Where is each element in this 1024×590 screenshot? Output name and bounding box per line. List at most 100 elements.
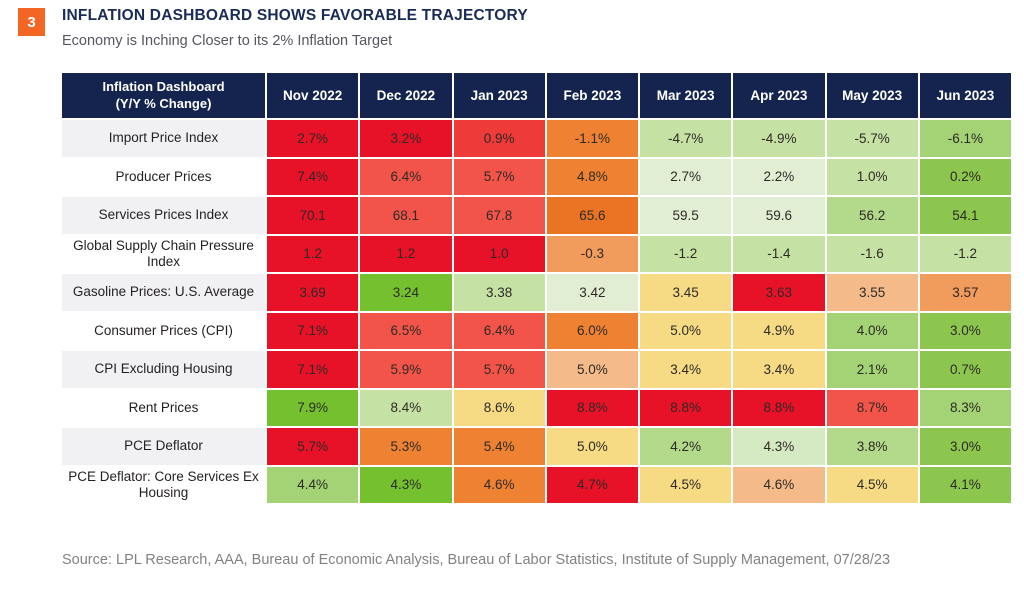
heatmap-cell: 4.3% bbox=[731, 428, 825, 465]
heatmap-cell: 7.1% bbox=[265, 312, 359, 349]
heatmap-cell: 3.57 bbox=[917, 274, 1011, 311]
heatmap-cell: 7.4% bbox=[265, 158, 359, 195]
table-header-row: Inflation Dashboard (Y/Y % Change) Nov 20… bbox=[62, 73, 1011, 118]
heatmap-cell: -5.7% bbox=[824, 120, 918, 157]
row-label: PCE Deflator bbox=[62, 428, 265, 465]
heatmap-cell: 8.8% bbox=[544, 389, 638, 426]
heatmap-cell: -1.1% bbox=[544, 120, 638, 157]
row-label: Global Supply Chain Pressure Index bbox=[62, 235, 265, 272]
table-corner-label: Inflation Dashboard (Y/Y % Change) bbox=[62, 73, 265, 118]
heatmap-cell: 1.0% bbox=[824, 158, 918, 195]
heatmap-cell: 4.5% bbox=[824, 466, 918, 503]
heatmap-cell: 70.1 bbox=[265, 197, 359, 234]
row-label: Services Prices Index bbox=[62, 197, 265, 234]
heatmap-cell: 3.55 bbox=[824, 274, 918, 311]
heatmap-cell: 59.5 bbox=[638, 197, 732, 234]
column-header-jan-2023: Jan 2023 bbox=[451, 73, 545, 118]
heatmap-cell: 5.4% bbox=[451, 428, 545, 465]
heatmap-cell: 0.9% bbox=[451, 120, 545, 157]
heatmap-cell: 0.2% bbox=[917, 158, 1011, 195]
heatmap-cell: 4.2% bbox=[638, 428, 732, 465]
heatmap-cell: 7.9% bbox=[265, 389, 359, 426]
heatmap-cell: 4.6% bbox=[451, 466, 545, 503]
row-label: Import Price Index bbox=[62, 120, 265, 157]
heatmap-cell: 5.0% bbox=[638, 312, 732, 349]
heatmap-cell: 2.1% bbox=[824, 351, 918, 388]
heatmap-cell: 5.7% bbox=[265, 428, 359, 465]
heatmap-cell: 6.0% bbox=[544, 312, 638, 349]
row-label: Producer Prices bbox=[62, 158, 265, 195]
heatmap-cell: 6.4% bbox=[451, 312, 545, 349]
table-row: Gasoline Prices: U.S. Average 3.69 3.24 3.3… bbox=[62, 272, 1011, 311]
heatmap-cell: 8.4% bbox=[358, 389, 452, 426]
column-header-nov-2022: Nov 2022 bbox=[265, 73, 359, 118]
row-label: Rent Prices bbox=[62, 389, 265, 426]
heatmap-cell: 4.4% bbox=[265, 466, 359, 503]
heatmap-cell: 6.4% bbox=[358, 158, 452, 195]
table-row: Import Price Index 2.7% 3.2% 0.9% -1.1% -4.7%… bbox=[62, 118, 1011, 157]
heatmap-cell: 7.1% bbox=[265, 351, 359, 388]
heatmap-cell: 6.5% bbox=[358, 312, 452, 349]
heatmap-cell: 0.7% bbox=[917, 351, 1011, 388]
heatmap-cell: -0.3 bbox=[544, 235, 638, 272]
heatmap-cell: 65.6 bbox=[544, 197, 638, 234]
heatmap-cell: 3.2% bbox=[358, 120, 452, 157]
column-header-feb-2023: Feb 2023 bbox=[544, 73, 638, 118]
heatmap-cell: 4.3% bbox=[358, 466, 452, 503]
heatmap-cell: 3.24 bbox=[358, 274, 452, 311]
heatmap-cell: 5.7% bbox=[451, 351, 545, 388]
source-note: Source: LPL Research, AAA, Bureau of Eco… bbox=[62, 552, 891, 568]
row-label: Consumer Prices (CPI) bbox=[62, 312, 265, 349]
heatmap-cell: 3.45 bbox=[638, 274, 732, 311]
heatmap-cell: -4.9% bbox=[731, 120, 825, 157]
heatmap-cell: 4.8% bbox=[544, 158, 638, 195]
heatmap-cell: 4.7% bbox=[544, 466, 638, 503]
heatmap-cell: 8.3% bbox=[917, 389, 1011, 426]
table-row: Services Prices Index 70.1 68.1 67.8 65.6 59.… bbox=[62, 195, 1011, 234]
heatmap-cell: 2.7% bbox=[638, 158, 732, 195]
heatmap-cell: 3.4% bbox=[638, 351, 732, 388]
heatmap-cell: 8.6% bbox=[451, 389, 545, 426]
heatmap-cell: 3.0% bbox=[917, 428, 1011, 465]
heatmap-cell: 1.2 bbox=[358, 235, 452, 272]
heatmap-cell: -1.4 bbox=[731, 235, 825, 272]
heatmap-cell: -1.6 bbox=[824, 235, 918, 272]
heatmap-cell: 3.69 bbox=[265, 274, 359, 311]
heatmap-cell: 54.1 bbox=[917, 197, 1011, 234]
table-row: Consumer Prices (CPI) 7.1% 6.5% 6.4% 6.0% 5.0… bbox=[62, 310, 1011, 349]
row-label: CPI Excluding Housing bbox=[62, 351, 265, 388]
heatmap-cell: 56.2 bbox=[824, 197, 918, 234]
heatmap-cell: 2.2% bbox=[731, 158, 825, 195]
heatmap-cell: 4.6% bbox=[731, 466, 825, 503]
table-row: Rent Prices 7.9% 8.4% 8.6% 8.8% 8.8% 8.8% 8.7% 8… bbox=[62, 387, 1011, 426]
heatmap-cell: 4.0% bbox=[824, 312, 918, 349]
heatmap-cell: 5.7% bbox=[451, 158, 545, 195]
heatmap-cell: 5.0% bbox=[544, 428, 638, 465]
heatmap-cell: 1.0 bbox=[451, 235, 545, 272]
table-row: CPI Excluding Housing 7.1% 5.9% 5.7% 5.0% 3.4… bbox=[62, 349, 1011, 388]
heatmap-cell: 5.0% bbox=[544, 351, 638, 388]
heatmap-cell: 1.2 bbox=[265, 235, 359, 272]
heatmap-cell: 5.3% bbox=[358, 428, 452, 465]
column-header-mar-2023: Mar 2023 bbox=[638, 73, 732, 118]
inflation-dashboard-table: Inflation Dashboard (Y/Y % Change) Nov 20… bbox=[62, 73, 1011, 503]
heatmap-cell: 4.1% bbox=[917, 466, 1011, 503]
column-header-dec-2022: Dec 2022 bbox=[358, 73, 452, 118]
heatmap-cell: 3.63 bbox=[731, 274, 825, 311]
heatmap-cell: 8.7% bbox=[824, 389, 918, 426]
row-label: Gasoline Prices: U.S. Average bbox=[62, 274, 265, 311]
heatmap-cell: 5.9% bbox=[358, 351, 452, 388]
heatmap-cell: 3.42 bbox=[544, 274, 638, 311]
heatmap-cell: 4.5% bbox=[638, 466, 732, 503]
column-header-apr-2023: Apr 2023 bbox=[731, 73, 825, 118]
slide-number-badge: 3 bbox=[18, 8, 45, 36]
table-row: Producer Prices 7.4% 6.4% 5.7% 4.8% 2.7% 2.2% 1… bbox=[62, 156, 1011, 195]
heatmap-cell: 67.8 bbox=[451, 197, 545, 234]
row-label: PCE Deflator: Core Services Ex Housing bbox=[62, 466, 265, 503]
heatmap-cell: 3.0% bbox=[917, 312, 1011, 349]
column-header-may-2023: May 2023 bbox=[824, 73, 918, 118]
heatmap-cell: 8.8% bbox=[638, 389, 732, 426]
heatmap-cell: 3.38 bbox=[451, 274, 545, 311]
heatmap-cell: 59.6 bbox=[731, 197, 825, 234]
heatmap-cell: -4.7% bbox=[638, 120, 732, 157]
